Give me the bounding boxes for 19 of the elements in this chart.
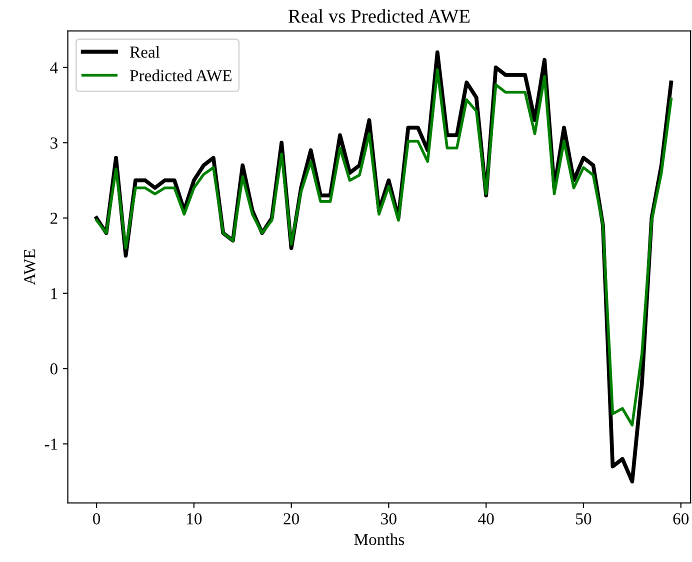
x-tick-label: 40 [478, 513, 494, 524]
y-axis-title: AWE [24, 249, 36, 286]
y-tick-label: 1 [51, 288, 58, 300]
y-tick-label: 2 [50, 212, 58, 224]
y-tick-label: 0 [50, 363, 58, 375]
x-tick-label: 60 [673, 513, 689, 524]
x-tick-label: 30 [381, 513, 396, 524]
x-tick-label: 0 [93, 513, 100, 524]
x-tick-label: 10 [187, 513, 202, 524]
y-tick-label: 4 [50, 62, 58, 74]
x-axis-title: Months [354, 533, 404, 546]
legend-label: Predicted AWE [130, 70, 232, 82]
line-series [95, 68, 673, 426]
legend-label: Real [130, 46, 160, 58]
y-tick-label: 3 [50, 137, 58, 149]
chart-title: Real vs Predicted AWE [288, 9, 470, 23]
x-tick-label: 50 [576, 513, 592, 524]
x-tick-label: 20 [284, 513, 300, 524]
y-tick-label: -1 [44, 438, 58, 450]
